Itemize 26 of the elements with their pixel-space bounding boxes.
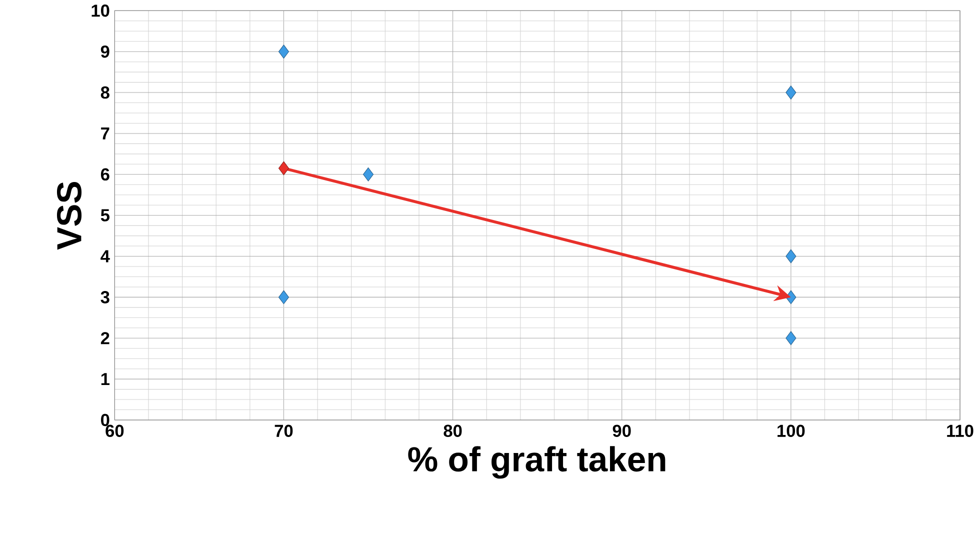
y-tick-label: 7 xyxy=(101,128,110,140)
x-tick-label: 110 xyxy=(947,424,974,437)
y-tick-label: 8 xyxy=(100,86,110,99)
y-axis-title: VSS xyxy=(56,182,82,250)
x-tick-label: 90 xyxy=(612,424,631,437)
y-tick-label: 10 xyxy=(92,4,110,17)
point xyxy=(278,290,290,304)
x-tick-label: 100 xyxy=(778,424,805,437)
y-tick-label: 0 xyxy=(101,414,110,426)
point xyxy=(786,331,796,346)
y-tick-label: 9 xyxy=(100,45,110,58)
x-tick-label: 70 xyxy=(274,424,293,437)
point xyxy=(278,44,290,59)
point xyxy=(363,167,374,182)
x-tick-label: 80 xyxy=(444,424,462,437)
y-tick-label: 3 xyxy=(100,291,110,304)
y-tick-label: 5 xyxy=(100,209,110,222)
y-tick-label: 1 xyxy=(101,373,110,386)
point xyxy=(786,86,796,100)
y-tick-label: 6 xyxy=(100,168,110,181)
point xyxy=(786,249,796,264)
y-tick-label: 4 xyxy=(100,250,110,262)
point xyxy=(278,161,290,176)
x-tick-label: 60 xyxy=(106,424,124,437)
x-axis-title: % of graft taken xyxy=(408,446,666,479)
y-tick-label: 2 xyxy=(100,332,110,344)
